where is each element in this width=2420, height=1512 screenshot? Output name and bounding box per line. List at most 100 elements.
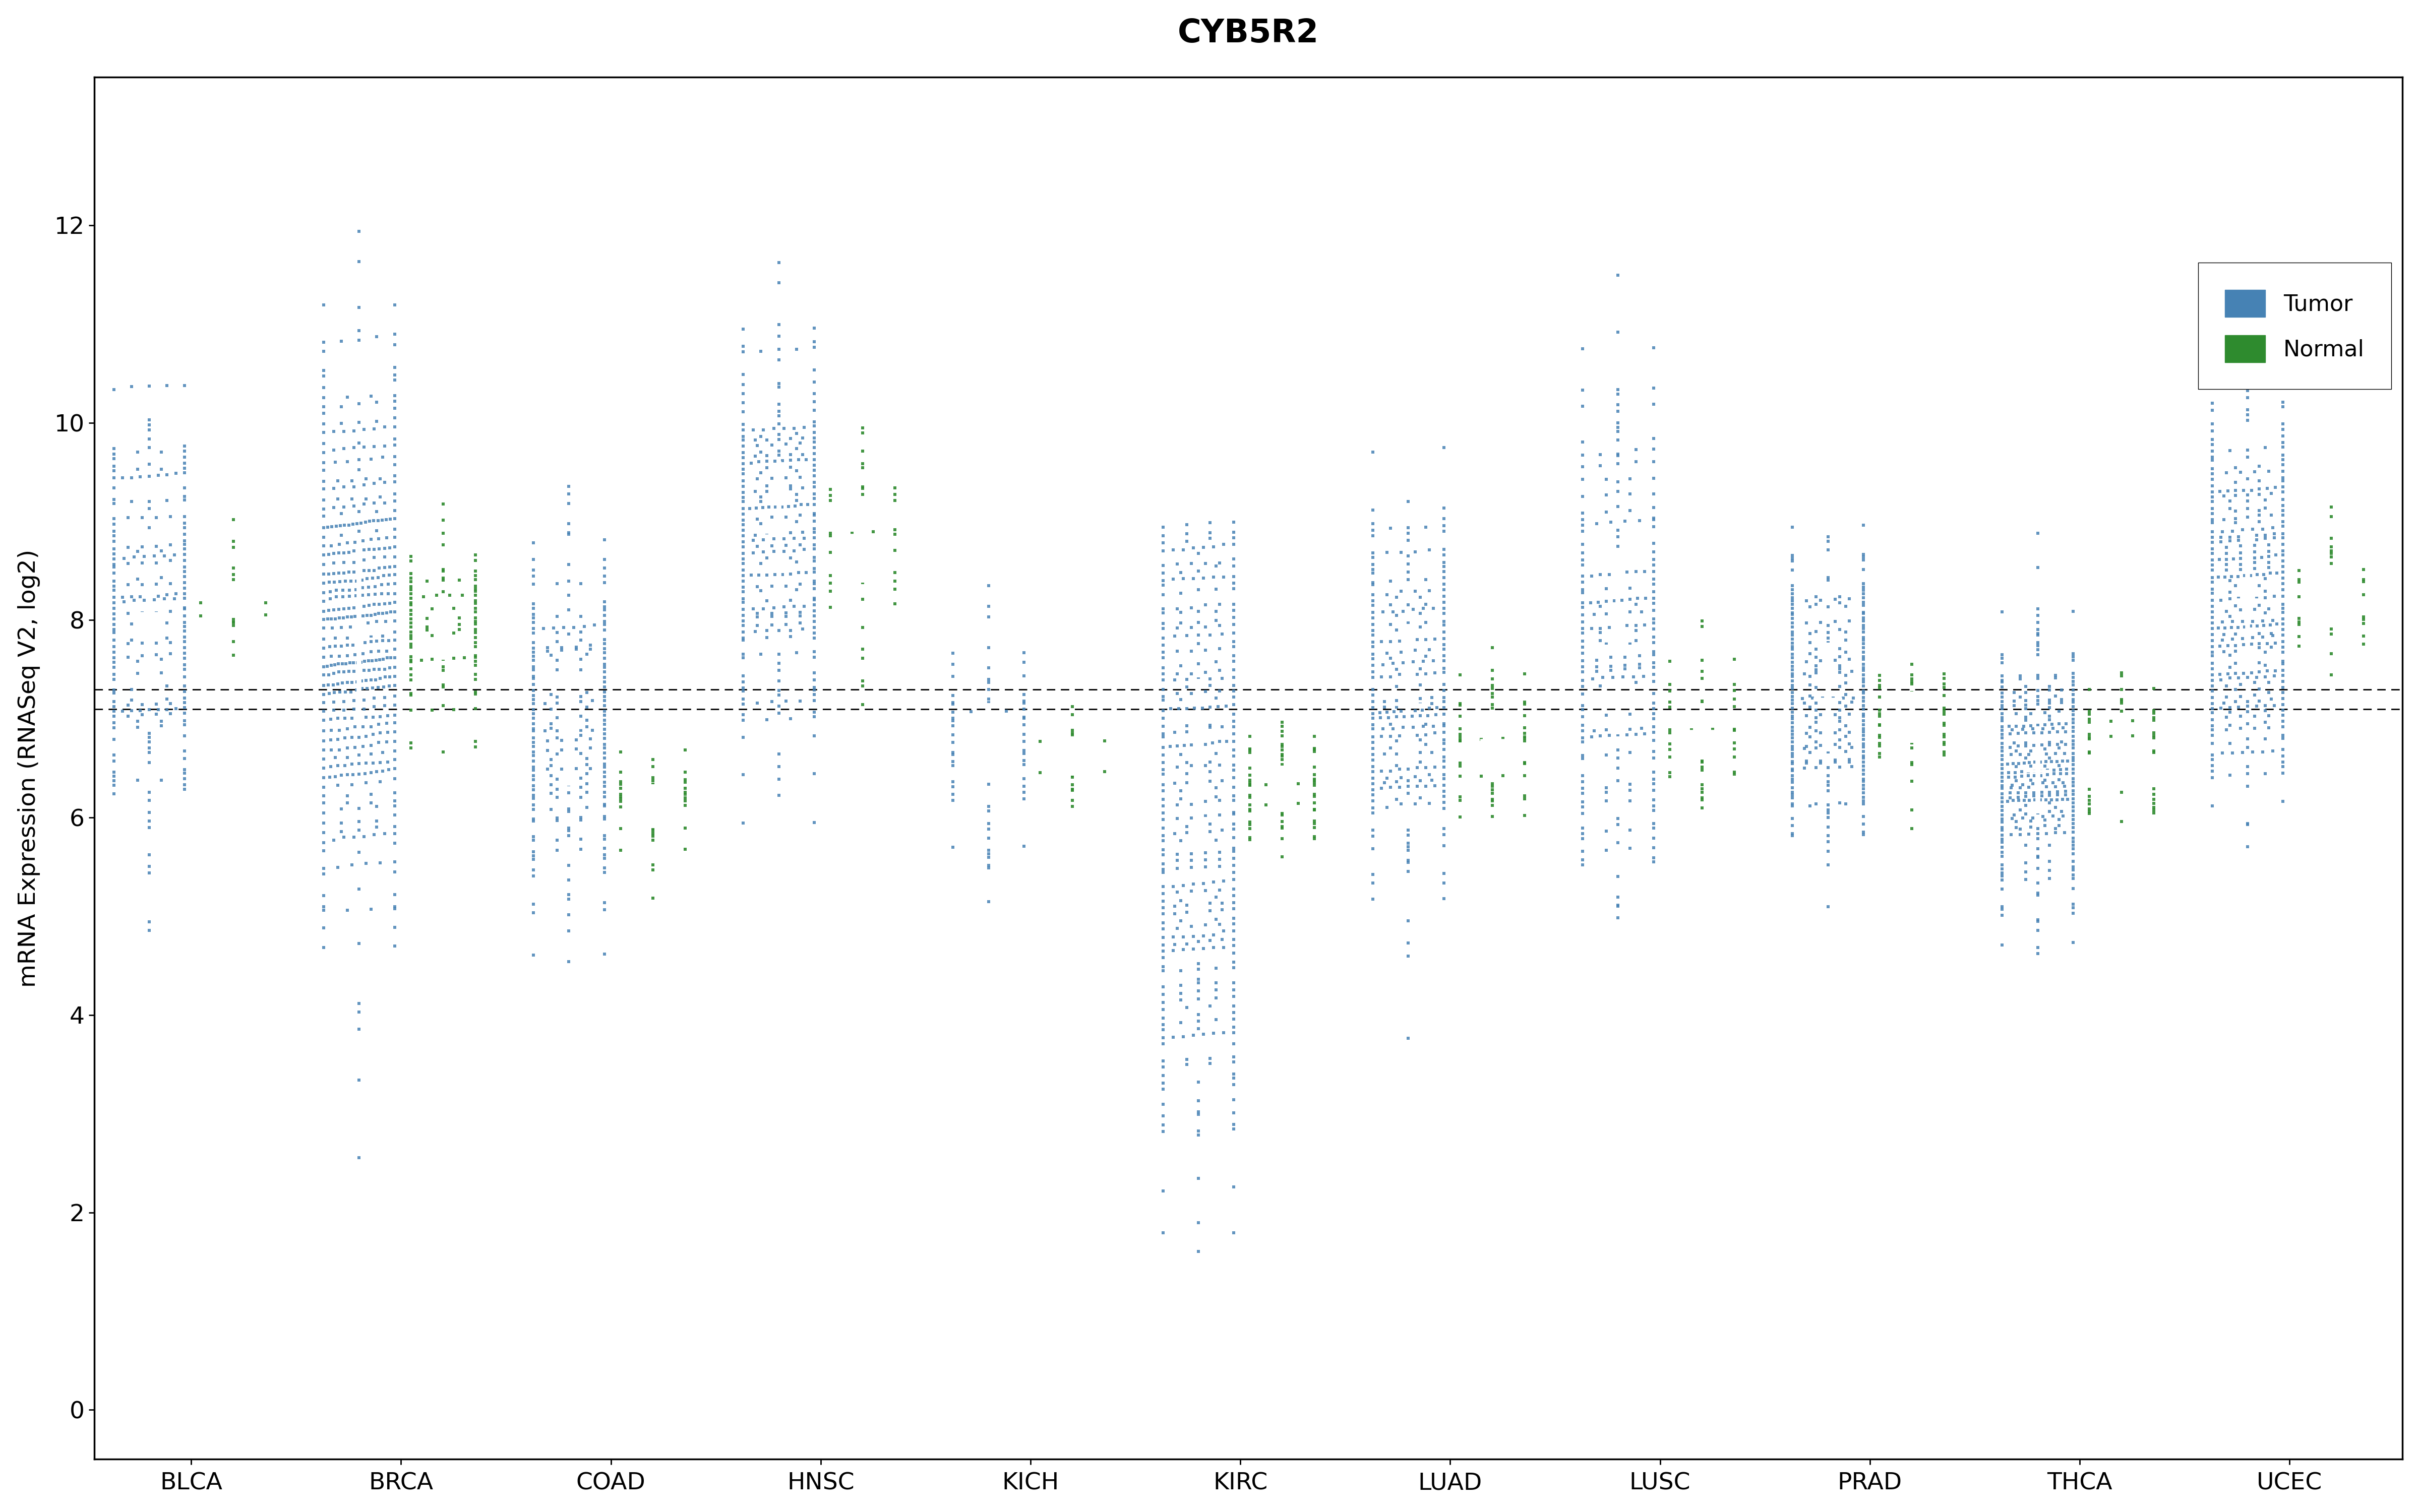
Point bbox=[94, 537, 133, 561]
Point bbox=[1353, 623, 1392, 647]
Point bbox=[2207, 541, 2246, 565]
Point bbox=[1004, 738, 1043, 762]
Point bbox=[2018, 522, 2057, 546]
Point bbox=[1425, 656, 1464, 680]
Point bbox=[1994, 718, 2033, 742]
Point bbox=[104, 585, 143, 609]
Point bbox=[443, 584, 482, 608]
Point bbox=[2231, 632, 2270, 656]
Point bbox=[1389, 741, 1428, 765]
Point bbox=[2236, 546, 2275, 570]
Point bbox=[2103, 720, 2142, 744]
Point bbox=[1198, 694, 1237, 718]
Point bbox=[1994, 689, 2033, 714]
Point bbox=[2255, 584, 2294, 608]
Point bbox=[131, 373, 169, 398]
Point bbox=[1844, 635, 1883, 659]
Point bbox=[1600, 428, 1638, 452]
Point bbox=[1982, 857, 2021, 881]
Point bbox=[1982, 853, 2021, 877]
Point bbox=[2018, 816, 2057, 841]
Point bbox=[123, 703, 162, 727]
Point bbox=[1166, 894, 1205, 918]
Point bbox=[356, 649, 394, 673]
Point bbox=[213, 603, 252, 627]
Point bbox=[336, 715, 375, 739]
Point bbox=[2224, 478, 2263, 502]
Point bbox=[165, 457, 203, 481]
Point bbox=[2311, 621, 2350, 646]
Point bbox=[1607, 614, 1646, 638]
Point bbox=[1425, 714, 1464, 738]
Point bbox=[513, 679, 552, 703]
Point bbox=[513, 844, 552, 868]
Point bbox=[1203, 621, 1241, 646]
Point bbox=[2193, 490, 2231, 514]
Point bbox=[1215, 564, 1254, 588]
Point bbox=[1179, 732, 1217, 756]
Point bbox=[2193, 640, 2231, 664]
Point bbox=[368, 572, 407, 596]
Point bbox=[2263, 522, 2301, 546]
Point bbox=[1399, 723, 1437, 747]
Point bbox=[1179, 1240, 1217, 1264]
Point bbox=[537, 726, 576, 750]
Point bbox=[375, 322, 414, 346]
Point bbox=[772, 546, 811, 570]
Point bbox=[1573, 667, 1612, 691]
Point bbox=[2018, 667, 2057, 691]
Point bbox=[1162, 600, 1200, 624]
Point bbox=[748, 443, 786, 467]
Point bbox=[1682, 795, 1721, 820]
Point bbox=[2193, 448, 2231, 472]
Point bbox=[2035, 816, 2074, 841]
Point bbox=[2069, 797, 2108, 821]
Point bbox=[1563, 629, 1602, 653]
Point bbox=[2018, 909, 2057, 933]
Point bbox=[336, 735, 375, 759]
Point bbox=[549, 715, 588, 739]
Point bbox=[2241, 632, 2280, 656]
Point bbox=[339, 319, 378, 343]
Point bbox=[1186, 848, 1225, 872]
Point bbox=[305, 883, 344, 907]
Point bbox=[317, 514, 356, 538]
Point bbox=[339, 596, 378, 620]
Point bbox=[1353, 702, 1392, 726]
Point bbox=[2193, 605, 2231, 629]
Point bbox=[356, 472, 394, 496]
Point bbox=[1425, 496, 1464, 520]
Point bbox=[1171, 792, 1210, 816]
Point bbox=[148, 582, 186, 606]
Point bbox=[2055, 798, 2093, 823]
Point bbox=[2209, 634, 2248, 658]
Point bbox=[782, 431, 820, 455]
Point bbox=[94, 715, 133, 739]
Point bbox=[748, 618, 786, 643]
Point bbox=[1844, 823, 1883, 847]
Point bbox=[2038, 788, 2076, 812]
Point bbox=[94, 646, 133, 670]
Point bbox=[876, 482, 915, 507]
Point bbox=[2280, 558, 2318, 582]
Point bbox=[561, 572, 600, 596]
Point bbox=[586, 842, 624, 866]
Point bbox=[1004, 650, 1043, 674]
Point bbox=[586, 659, 624, 683]
Point bbox=[1404, 596, 1442, 620]
Point bbox=[842, 416, 881, 440]
Point bbox=[1617, 614, 1655, 638]
Point bbox=[1425, 732, 1464, 756]
Point bbox=[1203, 927, 1241, 951]
Point bbox=[305, 599, 344, 623]
Point bbox=[2263, 680, 2301, 705]
Point bbox=[312, 514, 351, 538]
Point bbox=[1215, 1001, 1254, 1025]
Point bbox=[1994, 694, 2033, 718]
Point bbox=[794, 464, 832, 488]
Point bbox=[361, 593, 399, 617]
Point bbox=[1215, 612, 1254, 637]
Point bbox=[1588, 631, 1626, 655]
Point bbox=[356, 558, 394, 582]
Point bbox=[1389, 909, 1428, 933]
